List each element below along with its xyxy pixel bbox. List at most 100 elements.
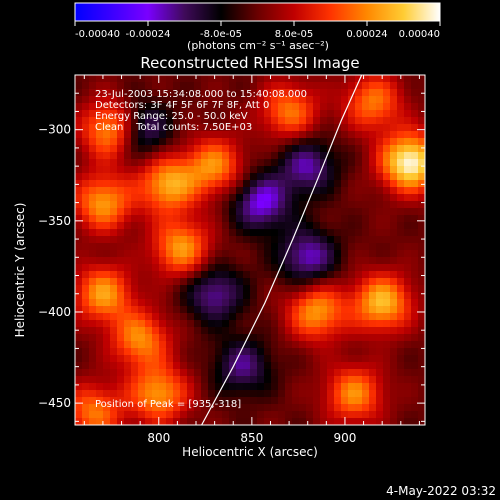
annotation-block: 23-Jul-2003 15:34:08.000 to 15:40:08.000… — [95, 89, 307, 133]
heatmap-cell — [418, 194, 425, 202]
heatmap-cell — [145, 138, 153, 146]
heatmap-cell — [292, 390, 300, 398]
heatmap-cell — [103, 292, 111, 300]
heatmap-cell — [194, 117, 202, 125]
heatmap-cell — [96, 117, 104, 125]
heatmap-cell — [411, 376, 419, 384]
heatmap-cell — [75, 124, 83, 132]
heatmap-cell — [299, 285, 307, 293]
heatmap-cell — [271, 229, 279, 237]
heatmap-cell — [82, 411, 90, 419]
heatmap-cell — [131, 250, 139, 258]
colorbar-units: (photons cm⁻² s⁻¹ asec⁻²) — [187, 39, 329, 52]
heatmap-cell — [418, 376, 425, 384]
heatmap-cell — [96, 201, 104, 209]
heatmap-cell — [306, 236, 314, 244]
heatmap-cell — [222, 145, 230, 153]
heatmap-cell — [418, 313, 425, 321]
heatmap-cell — [138, 103, 146, 111]
heatmap-cell — [131, 264, 139, 272]
heatmap-cell — [201, 369, 209, 377]
heatmap-cell — [341, 159, 349, 167]
heatmap-cell — [390, 278, 398, 286]
heatmap-cell — [285, 278, 293, 286]
heatmap-cell — [404, 166, 412, 174]
heatmap-cell — [299, 96, 307, 104]
heatmap-cell — [152, 257, 160, 265]
heatmap-cell — [299, 320, 307, 328]
heatmap-cell — [173, 229, 181, 237]
heatmap-cell — [180, 257, 188, 265]
heatmap-cell — [418, 215, 425, 223]
heatmap-cell — [159, 82, 167, 90]
heatmap-cell — [138, 383, 146, 391]
heatmap-cell — [327, 411, 335, 419]
heatmap-cell — [194, 96, 202, 104]
heatmap-cell — [208, 264, 216, 272]
heatmap-cell — [124, 376, 132, 384]
heatmap-cell — [327, 201, 335, 209]
heatmap-cell — [208, 159, 216, 167]
heatmap-cell — [131, 404, 139, 412]
heatmap-cell — [82, 285, 90, 293]
heatmap-cell — [110, 348, 118, 356]
heatmap-cell — [243, 117, 251, 125]
heatmap-cell — [320, 138, 328, 146]
heatmap-cell — [292, 110, 300, 118]
heatmap-cell — [96, 103, 104, 111]
heatmap-cell — [208, 222, 216, 230]
heatmap-cell — [75, 208, 83, 216]
heatmap-cell — [103, 222, 111, 230]
heatmap-cell — [320, 348, 328, 356]
heatmap-cell — [243, 397, 251, 405]
heatmap-cell — [369, 264, 377, 272]
heatmap-cell — [362, 124, 370, 132]
heatmap-cell — [320, 243, 328, 251]
heatmap-cell — [82, 166, 90, 174]
heatmap-cell — [320, 362, 328, 370]
heatmap-cell — [285, 152, 293, 160]
heatmap-cell — [180, 180, 188, 188]
heatmap-cell — [201, 89, 209, 97]
heatmap-cell — [348, 341, 356, 349]
heatmap-cell — [236, 110, 244, 118]
heatmap-cell — [96, 131, 104, 139]
heatmap-cell — [208, 271, 216, 279]
heatmap-cell — [369, 229, 377, 237]
heatmap-cell — [390, 89, 398, 97]
heatmap-cell — [306, 138, 314, 146]
heatmap-cell — [131, 208, 139, 216]
heatmap-cell — [124, 271, 132, 279]
heatmap-cell — [180, 369, 188, 377]
heatmap-cell — [355, 397, 363, 405]
heatmap-cell — [404, 292, 412, 300]
heatmap-cell — [110, 292, 118, 300]
heatmap-cell — [390, 138, 398, 146]
heatmap-cell — [236, 292, 244, 300]
heatmap-cell — [341, 306, 349, 314]
heatmap-cell — [152, 243, 160, 251]
heatmap-cell — [159, 236, 167, 244]
heatmap-cell — [313, 152, 321, 160]
heatmap-cell — [187, 404, 195, 412]
heatmap-cell — [138, 159, 146, 167]
heatmap-cell — [187, 250, 195, 258]
heatmap-cell — [110, 103, 118, 111]
heatmap-cell — [222, 159, 230, 167]
heatmap-cell — [82, 264, 90, 272]
heatmap-cell — [404, 362, 412, 370]
heatmap-cell — [264, 250, 272, 258]
heatmap-cell — [89, 180, 97, 188]
heatmap-cell — [257, 215, 265, 223]
heatmap-cell — [285, 89, 293, 97]
heatmap-cell — [152, 166, 160, 174]
heatmap-cell — [411, 418, 419, 425]
heatmap-cell — [327, 404, 335, 412]
heatmap-cell — [418, 390, 425, 398]
heatmap-cell — [376, 250, 384, 258]
heatmap-cell — [152, 96, 160, 104]
heatmap-cell — [320, 327, 328, 335]
heatmap-cell — [208, 390, 216, 398]
heatmap-cell — [320, 355, 328, 363]
heatmap-cell — [187, 180, 195, 188]
